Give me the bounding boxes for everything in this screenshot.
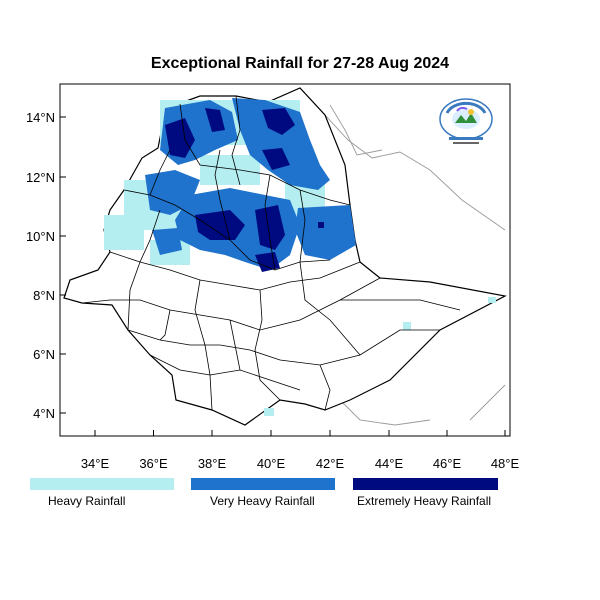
legend-swatch-very-heavy	[191, 478, 335, 490]
heavy-patch	[200, 155, 260, 185]
admin-boundary	[179, 103, 351, 206]
admin-boundary	[159, 309, 171, 341]
heavy-patch	[264, 408, 274, 416]
x-axis-labels: 34°E 36°E 38°E 40°E 42°E 44°E 46°E 48°E	[81, 456, 520, 471]
admin-boundary	[319, 364, 331, 411]
y-tick-label: 12°N	[26, 170, 55, 185]
y-tick-label: 14°N	[26, 110, 55, 125]
ethiopian-meteorology-institute-logo	[437, 95, 495, 149]
admin-boundary	[264, 174, 276, 271]
y-axis-ticks	[60, 116, 66, 414]
map-title: Exceptional Rainfall for 27-28 Aug 2024	[150, 55, 450, 72]
kenya-border	[339, 399, 431, 426]
very-heavy-patch	[152, 228, 182, 255]
legend	[30, 478, 498, 490]
admin-boundary	[340, 299, 461, 311]
admin-boundary	[81, 277, 381, 331]
admin-boundary	[127, 329, 440, 366]
x-axis-ticks	[94, 430, 506, 436]
heavy-patch	[403, 322, 411, 330]
legend-label-very-heavy: Very Heavy Rainfall	[210, 494, 315, 508]
admin-boundary	[149, 149, 171, 196]
very-heavy-patch	[232, 98, 330, 190]
eritrea-border	[329, 104, 383, 156]
extreme-patch	[205, 108, 225, 132]
y-tick-label: 8°N	[33, 288, 55, 303]
y-axis-labels: 14°N 12°N 10°N 8°N 6°N 4°N	[26, 110, 55, 421]
extreme-patch	[195, 210, 245, 240]
admin-boundaries	[81, 95, 461, 411]
extreme-patch	[262, 148, 290, 170]
y-tick-label: 6°N	[33, 347, 55, 362]
legend-label-extremely-heavy: Extremely Heavy Rainfall	[357, 494, 492, 508]
logo-emblem	[439, 98, 493, 144]
x-tick-label: 46°E	[433, 456, 462, 471]
heavy-patch	[104, 215, 144, 250]
x-tick-label: 38°E	[198, 456, 227, 471]
x-tick-label: 36°E	[139, 456, 168, 471]
legend-label-heavy: Heavy Rainfall	[48, 494, 126, 508]
x-tick-label: 34°E	[81, 456, 110, 471]
extreme-patch	[255, 205, 285, 250]
admin-boundary	[254, 289, 281, 401]
x-tick-label: 42°E	[316, 456, 345, 471]
legend-swatch-extremely-heavy	[353, 478, 498, 490]
admin-boundary	[109, 251, 361, 291]
extreme-patch	[165, 118, 195, 158]
admin-boundary	[194, 279, 213, 411]
x-tick-label: 40°E	[257, 456, 286, 471]
admin-boundary	[231, 95, 241, 186]
admin-boundary	[229, 319, 241, 371]
admin-boundary	[127, 209, 161, 331]
extreme-patch	[262, 108, 295, 135]
y-tick-label: 4°N	[33, 406, 55, 421]
legend-swatch-heavy	[30, 478, 174, 490]
extreme-patch	[255, 252, 280, 272]
red-sea-coast	[399, 151, 506, 231]
extremely-heavy-rainfall-areas	[165, 108, 324, 272]
admin-boundary	[149, 354, 301, 391]
x-tick-label: 48°E	[491, 456, 520, 471]
admin-boundary	[214, 149, 231, 241]
very-heavy-patch	[295, 205, 356, 260]
extreme-patch	[318, 222, 324, 228]
y-tick-label: 10°N	[26, 229, 55, 244]
heavy-patch	[488, 297, 496, 303]
southern-border	[469, 384, 506, 421]
plot-frame	[59, 83, 511, 437]
x-tick-label: 44°E	[375, 456, 404, 471]
admin-boundary	[299, 189, 361, 356]
